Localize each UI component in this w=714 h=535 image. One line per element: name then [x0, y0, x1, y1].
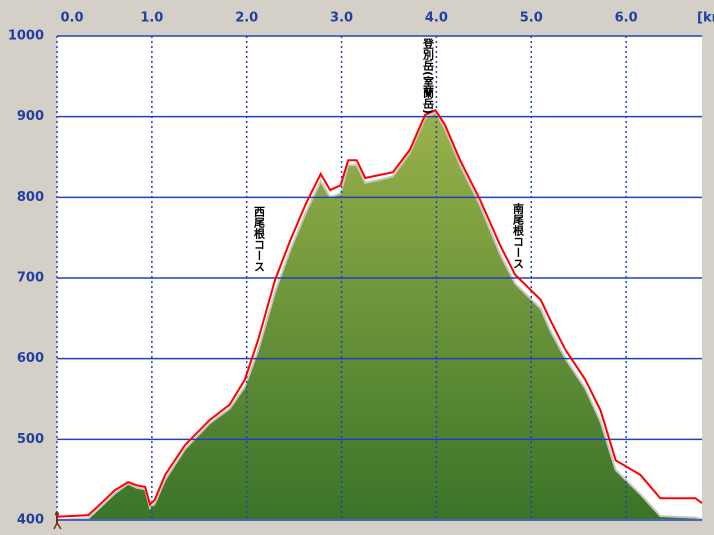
x-tick-label: 0.0	[60, 11, 83, 26]
y-tick-label: 400	[17, 513, 44, 528]
x-tick-label: 4.0	[425, 11, 448, 26]
annotation: 南尾根コース	[512, 202, 526, 269]
y-tick-label: 700	[17, 271, 44, 286]
y-tick-label: 800	[17, 190, 44, 205]
annotation: 登別岳(室蘭岳)	[422, 37, 436, 114]
x-tick-label: 5.0	[520, 11, 543, 26]
x-tick-label: 6.0	[615, 11, 638, 26]
x-unit: [km]	[697, 11, 714, 26]
annotation: 西尾根コース	[253, 206, 267, 272]
track-line	[56, 108, 703, 518]
terrain-area	[56, 111, 703, 521]
x-tick-label: 3.0	[330, 11, 353, 26]
x-tick-label: 1.0	[140, 11, 163, 26]
y-tick-label: 900	[17, 109, 44, 124]
x-tick-label: 2.0	[235, 11, 258, 26]
y-tick-label: 1000	[8, 29, 44, 44]
y-tick-label: 600	[17, 351, 44, 366]
hiker-icon	[53, 512, 62, 530]
y-tick-label: 500	[17, 432, 44, 447]
